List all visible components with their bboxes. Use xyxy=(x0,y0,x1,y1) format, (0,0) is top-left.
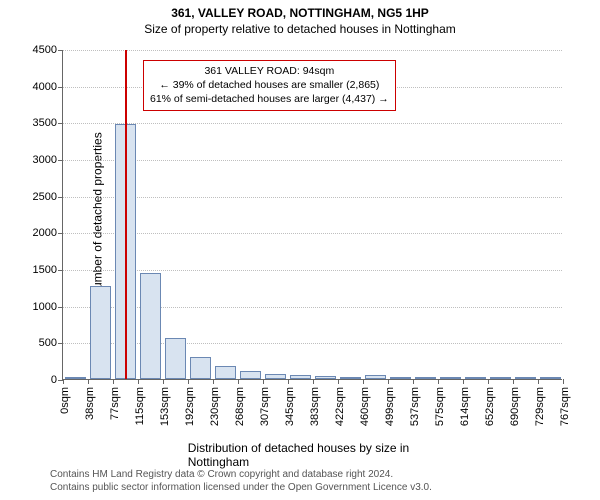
xtick-mark xyxy=(213,379,214,384)
xtick-mark xyxy=(388,379,389,384)
xtick-mark xyxy=(363,379,364,384)
ytick-label: 500 xyxy=(39,337,63,349)
ytick-label: 2500 xyxy=(33,191,63,203)
xtick-mark xyxy=(163,379,164,384)
ytick-label: 3500 xyxy=(33,117,63,129)
xtick-mark xyxy=(88,379,89,384)
info-box-line: ← 39% of detached houses are smaller (2,… xyxy=(150,78,389,92)
gridline xyxy=(63,123,562,124)
footer-line2: Contains public sector information licen… xyxy=(50,482,432,495)
gridline xyxy=(63,307,562,308)
xtick-label: 38sqm xyxy=(84,387,96,420)
ytick-label: 1500 xyxy=(33,264,63,276)
reference-line xyxy=(125,50,127,379)
histogram-bar xyxy=(190,357,211,379)
histogram-bar xyxy=(140,273,161,379)
gridline xyxy=(63,50,562,51)
gridline xyxy=(63,160,562,161)
gridline xyxy=(63,197,562,198)
xtick-mark xyxy=(463,379,464,384)
xtick-label: 537sqm xyxy=(409,387,421,426)
histogram-bar xyxy=(165,338,186,379)
ytick-label: 3000 xyxy=(33,154,63,166)
gridline xyxy=(63,343,562,344)
xtick-mark xyxy=(488,379,489,384)
ytick-label: 0 xyxy=(51,374,63,386)
chart-plot-area: Number of detached properties Distributi… xyxy=(62,50,562,380)
xtick-label: 729sqm xyxy=(534,387,546,426)
ytick-label: 1000 xyxy=(33,301,63,313)
histogram-bar xyxy=(365,375,386,379)
gridline xyxy=(63,270,562,271)
xtick-label: 345sqm xyxy=(284,387,296,426)
ytick-label: 4500 xyxy=(33,44,63,56)
chart-title-block: 361, VALLEY ROAD, NOTTINGHAM, NG5 1HP Si… xyxy=(0,0,600,36)
histogram-bar xyxy=(340,377,361,379)
xtick-mark xyxy=(438,379,439,384)
xtick-label: 499sqm xyxy=(384,387,396,426)
histogram-bar xyxy=(490,377,511,379)
xtick-mark xyxy=(563,379,564,384)
xtick-label: 652sqm xyxy=(484,387,496,426)
xtick-label: 77sqm xyxy=(109,387,121,420)
xtick-label: 767sqm xyxy=(559,387,571,426)
histogram-bar xyxy=(315,376,336,379)
footer-line1: Contains HM Land Registry data © Crown c… xyxy=(50,469,432,482)
xtick-label: 0sqm xyxy=(59,387,71,414)
histogram-bar xyxy=(90,286,111,379)
chart-title-line2: Size of property relative to detached ho… xyxy=(0,22,600,36)
histogram-bar xyxy=(415,377,436,379)
histogram-bar xyxy=(290,375,311,379)
histogram-bar xyxy=(65,377,86,379)
info-box-line: 61% of semi-detached houses are larger (… xyxy=(150,92,389,106)
xtick-mark xyxy=(413,379,414,384)
xtick-label: 153sqm xyxy=(159,387,171,426)
xtick-mark xyxy=(138,379,139,384)
histogram-bar xyxy=(390,377,411,379)
xtick-label: 307sqm xyxy=(259,387,271,426)
xtick-mark xyxy=(63,379,64,384)
xtick-label: 690sqm xyxy=(509,387,521,426)
histogram-bar xyxy=(240,371,261,379)
xtick-mark xyxy=(513,379,514,384)
info-box: 361 VALLEY ROAD: 94sqm← 39% of detached … xyxy=(143,60,396,111)
xtick-label: 575sqm xyxy=(434,387,446,426)
xtick-label: 268sqm xyxy=(234,387,246,426)
xtick-label: 383sqm xyxy=(309,387,321,426)
ytick-label: 4000 xyxy=(33,81,63,93)
histogram-bar xyxy=(540,377,561,379)
chart-title-line1: 361, VALLEY ROAD, NOTTINGHAM, NG5 1HP xyxy=(0,6,600,20)
xtick-label: 192sqm xyxy=(184,387,196,426)
gridline xyxy=(63,233,562,234)
histogram-bar xyxy=(215,366,236,379)
xtick-mark xyxy=(238,379,239,384)
xtick-label: 614sqm xyxy=(459,387,471,426)
x-axis-label: Distribution of detached houses by size … xyxy=(188,441,438,469)
ytick-label: 2000 xyxy=(33,227,63,239)
xtick-mark xyxy=(338,379,339,384)
xtick-mark xyxy=(263,379,264,384)
xtick-label: 460sqm xyxy=(359,387,371,426)
xtick-mark xyxy=(313,379,314,384)
info-box-line: 361 VALLEY ROAD: 94sqm xyxy=(150,64,389,78)
histogram-bar xyxy=(440,377,461,379)
xtick-label: 422sqm xyxy=(334,387,346,426)
histogram-bar xyxy=(515,377,536,379)
footer: Contains HM Land Registry data © Crown c… xyxy=(50,469,432,494)
y-axis-label: Number of detached properties xyxy=(91,132,105,297)
xtick-mark xyxy=(113,379,114,384)
histogram-bar xyxy=(265,374,286,379)
histogram-bar xyxy=(465,377,486,379)
xtick-mark xyxy=(188,379,189,384)
xtick-label: 230sqm xyxy=(209,387,221,426)
xtick-mark xyxy=(288,379,289,384)
xtick-mark xyxy=(538,379,539,384)
xtick-label: 115sqm xyxy=(134,387,146,425)
